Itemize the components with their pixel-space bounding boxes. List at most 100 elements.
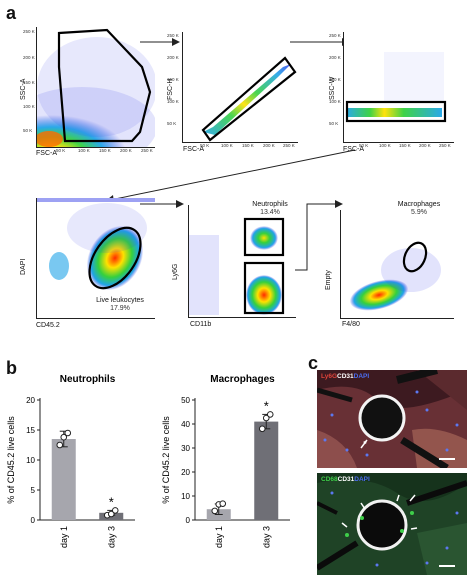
x-tick-label: day 3 xyxy=(261,526,271,548)
density-plot-5 xyxy=(189,217,285,315)
scatter-plot-cd45-dapi xyxy=(36,198,155,319)
plot4-ylabel: DAPI xyxy=(20,258,27,275)
label-cd31: CD31 xyxy=(337,373,354,380)
density-plot-1 xyxy=(37,27,155,147)
panel-b-letter: b xyxy=(6,358,17,378)
scale-bar xyxy=(439,458,455,460)
plot1-xlabel: FSC-A xyxy=(36,150,57,157)
y-tick-label: 40 xyxy=(181,420,190,429)
y-tick-label: 20 xyxy=(26,396,35,405)
significance-marker: * xyxy=(264,398,269,413)
arrow-marker xyxy=(341,522,348,528)
scatter-plot-fsc-fsch xyxy=(182,32,298,143)
gating-arrow-5 xyxy=(295,200,343,271)
arrow-marker xyxy=(360,502,366,510)
plot2-ytick: 150 K xyxy=(167,77,179,82)
y-tick-label: 20 xyxy=(181,468,190,477)
y-tick-label: 10 xyxy=(181,492,190,501)
micrograph-cd68 xyxy=(317,473,467,575)
plot3-xtick: 50 K xyxy=(359,143,369,148)
data-point xyxy=(258,425,266,433)
plot3-xtick: 150 K xyxy=(399,143,411,148)
gate-pct-live-leukocytes: 17.9% xyxy=(110,305,130,312)
x-tick-label: day 1 xyxy=(59,526,69,548)
data-point xyxy=(211,507,219,515)
plot2-xtick: 150 K xyxy=(242,143,254,148)
arrow-marker xyxy=(409,494,416,502)
density-plot-4 xyxy=(37,198,155,291)
gating-arrow-2 xyxy=(290,38,350,46)
plot1-ytick: 200 K xyxy=(23,55,35,60)
gate-label-live-leukocytes: Live leukocytes xyxy=(96,297,144,304)
plot1-xtick: 50 K xyxy=(56,148,66,153)
micro-label-bottom: CD68CD31DAPI xyxy=(321,476,370,483)
plot2-ytick: 100 K xyxy=(167,99,179,104)
arrow-marker xyxy=(396,494,400,502)
y-tick-label: 0 xyxy=(31,516,36,525)
microscopy-cd68: CD68CD31DAPI xyxy=(317,473,467,575)
scatter-plot-fsc-ssc xyxy=(36,27,155,148)
scatter-plot-f480-empty xyxy=(340,210,454,319)
bar xyxy=(254,421,279,520)
plot2-xtick: 100 K xyxy=(221,143,233,148)
label-ly6g: Ly6G xyxy=(321,373,338,380)
gate-pct-neutrophils: 13.4% xyxy=(260,209,280,216)
significance-marker: * xyxy=(109,494,114,509)
data-point xyxy=(219,500,227,507)
y-tick-label: 30 xyxy=(181,444,190,453)
plot5-xlabel: CD11b xyxy=(190,321,212,328)
y-tick-label: 15 xyxy=(26,426,35,435)
label-cd31: CD31 xyxy=(337,476,355,483)
gating-arrow-4 xyxy=(140,200,184,208)
plot1-xtick: 200 K xyxy=(120,148,132,153)
bar-charts: Neutrophils % of CD45.2 live cells 0 5 10 15 2… xyxy=(6,374,290,548)
gate-rect-non-neutrophils xyxy=(243,261,285,315)
arrow-marker xyxy=(410,527,418,530)
gate-label-macrophages: Macrophages xyxy=(397,201,441,208)
x-tick-label: day 1 xyxy=(214,526,224,548)
data-point xyxy=(64,429,72,437)
scale-bar xyxy=(439,565,455,567)
plot3-ytick: 250 K xyxy=(329,33,341,38)
plot2-xtick: 250 K xyxy=(283,143,295,148)
plot3-xtick: 100 K xyxy=(379,143,391,148)
microscopy-ly6g: Ly6GCD31DAPI xyxy=(317,370,467,468)
gate-ellipse-live-leukocytes xyxy=(88,226,142,290)
plot2-ytick: 50 K xyxy=(167,121,177,126)
label-cd68: CD68 xyxy=(321,476,338,483)
plot1-ytick: 50 K xyxy=(23,128,33,133)
micro-label-top: Ly6GCD31DAPI xyxy=(321,373,369,380)
density-plot-2 xyxy=(201,56,297,142)
gate-pct-macrophages: 5.9% xyxy=(411,209,427,216)
x-tick-label: day 3 xyxy=(106,526,116,548)
plot2-ytick: 200 K xyxy=(167,55,179,60)
chart-title: Neutrophils xyxy=(60,374,116,385)
plot3-xlabel: FSC-A xyxy=(343,146,364,153)
bar xyxy=(51,439,76,520)
plot2-xtick: 200 K xyxy=(263,143,275,148)
gate-label-neutrophils: Neutrophils xyxy=(252,201,288,208)
gate-polygon-singlets xyxy=(201,56,297,142)
plot2-xlabel: FSC-A xyxy=(183,146,204,153)
label-dapi: DAPI xyxy=(354,476,370,483)
data-point xyxy=(56,441,64,449)
plot1-xtick: 250 K xyxy=(141,148,153,153)
chart-title: Macrophages xyxy=(210,374,275,385)
plot1-xtick: 100 K xyxy=(78,148,90,153)
y-axis-label: % of CD45.2 live cells xyxy=(161,416,171,504)
data-point xyxy=(262,414,270,422)
gate-ellipse-macrophages xyxy=(402,241,428,273)
y-tick-label: 5 xyxy=(31,486,36,495)
data-point xyxy=(111,507,119,514)
data-point xyxy=(107,510,115,518)
plot6-ylabel: Empty xyxy=(325,270,332,290)
panel-c-letter: c xyxy=(308,353,319,373)
micrograph-ly6g xyxy=(317,370,467,468)
plot1-xtick: 150 K xyxy=(99,148,111,153)
plot3-ytick: 150 K xyxy=(329,77,341,82)
panel-a-letter: a xyxy=(6,3,17,23)
gate-rect-singlets-w xyxy=(345,100,447,123)
gating-arrow-1 xyxy=(140,38,180,46)
plot5-ylabel: Ly6G xyxy=(172,263,179,280)
y-tick-label: 0 xyxy=(186,516,191,525)
